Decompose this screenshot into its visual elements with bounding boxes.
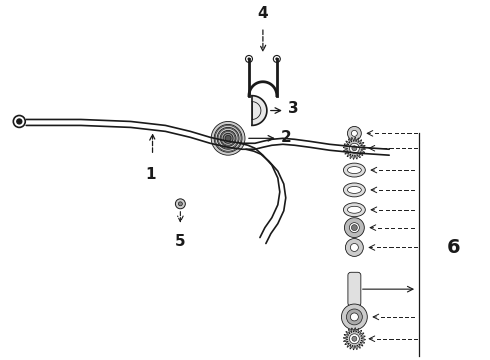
Circle shape bbox=[175, 199, 185, 209]
Circle shape bbox=[225, 135, 231, 141]
Circle shape bbox=[351, 130, 357, 136]
Ellipse shape bbox=[347, 167, 361, 174]
Polygon shape bbox=[343, 137, 366, 159]
Polygon shape bbox=[343, 328, 366, 350]
Circle shape bbox=[345, 239, 363, 256]
Text: 4: 4 bbox=[258, 6, 268, 21]
Circle shape bbox=[350, 313, 358, 321]
Circle shape bbox=[342, 304, 368, 330]
Text: 6: 6 bbox=[447, 238, 461, 257]
Circle shape bbox=[220, 130, 236, 146]
Circle shape bbox=[17, 119, 22, 124]
Circle shape bbox=[223, 133, 233, 143]
Circle shape bbox=[349, 143, 359, 153]
Polygon shape bbox=[252, 96, 267, 125]
Circle shape bbox=[347, 126, 361, 140]
Ellipse shape bbox=[343, 183, 366, 197]
Circle shape bbox=[217, 127, 239, 149]
Circle shape bbox=[352, 146, 357, 151]
Ellipse shape bbox=[343, 163, 366, 177]
Circle shape bbox=[273, 55, 280, 62]
Circle shape bbox=[344, 218, 365, 238]
Circle shape bbox=[352, 336, 357, 341]
Circle shape bbox=[346, 309, 362, 325]
Ellipse shape bbox=[347, 186, 361, 193]
Circle shape bbox=[350, 243, 358, 251]
Circle shape bbox=[247, 58, 250, 60]
Circle shape bbox=[178, 202, 182, 206]
Text: 1: 1 bbox=[146, 167, 156, 182]
Ellipse shape bbox=[347, 206, 361, 213]
Circle shape bbox=[351, 225, 357, 231]
Circle shape bbox=[275, 58, 278, 60]
Text: 5: 5 bbox=[175, 234, 186, 249]
Ellipse shape bbox=[343, 203, 366, 217]
Circle shape bbox=[211, 121, 245, 155]
Text: 3: 3 bbox=[288, 101, 298, 116]
Circle shape bbox=[214, 125, 242, 152]
Circle shape bbox=[245, 55, 252, 62]
Circle shape bbox=[349, 223, 359, 233]
FancyBboxPatch shape bbox=[348, 272, 361, 306]
Text: 2: 2 bbox=[281, 130, 292, 145]
Circle shape bbox=[349, 334, 359, 344]
